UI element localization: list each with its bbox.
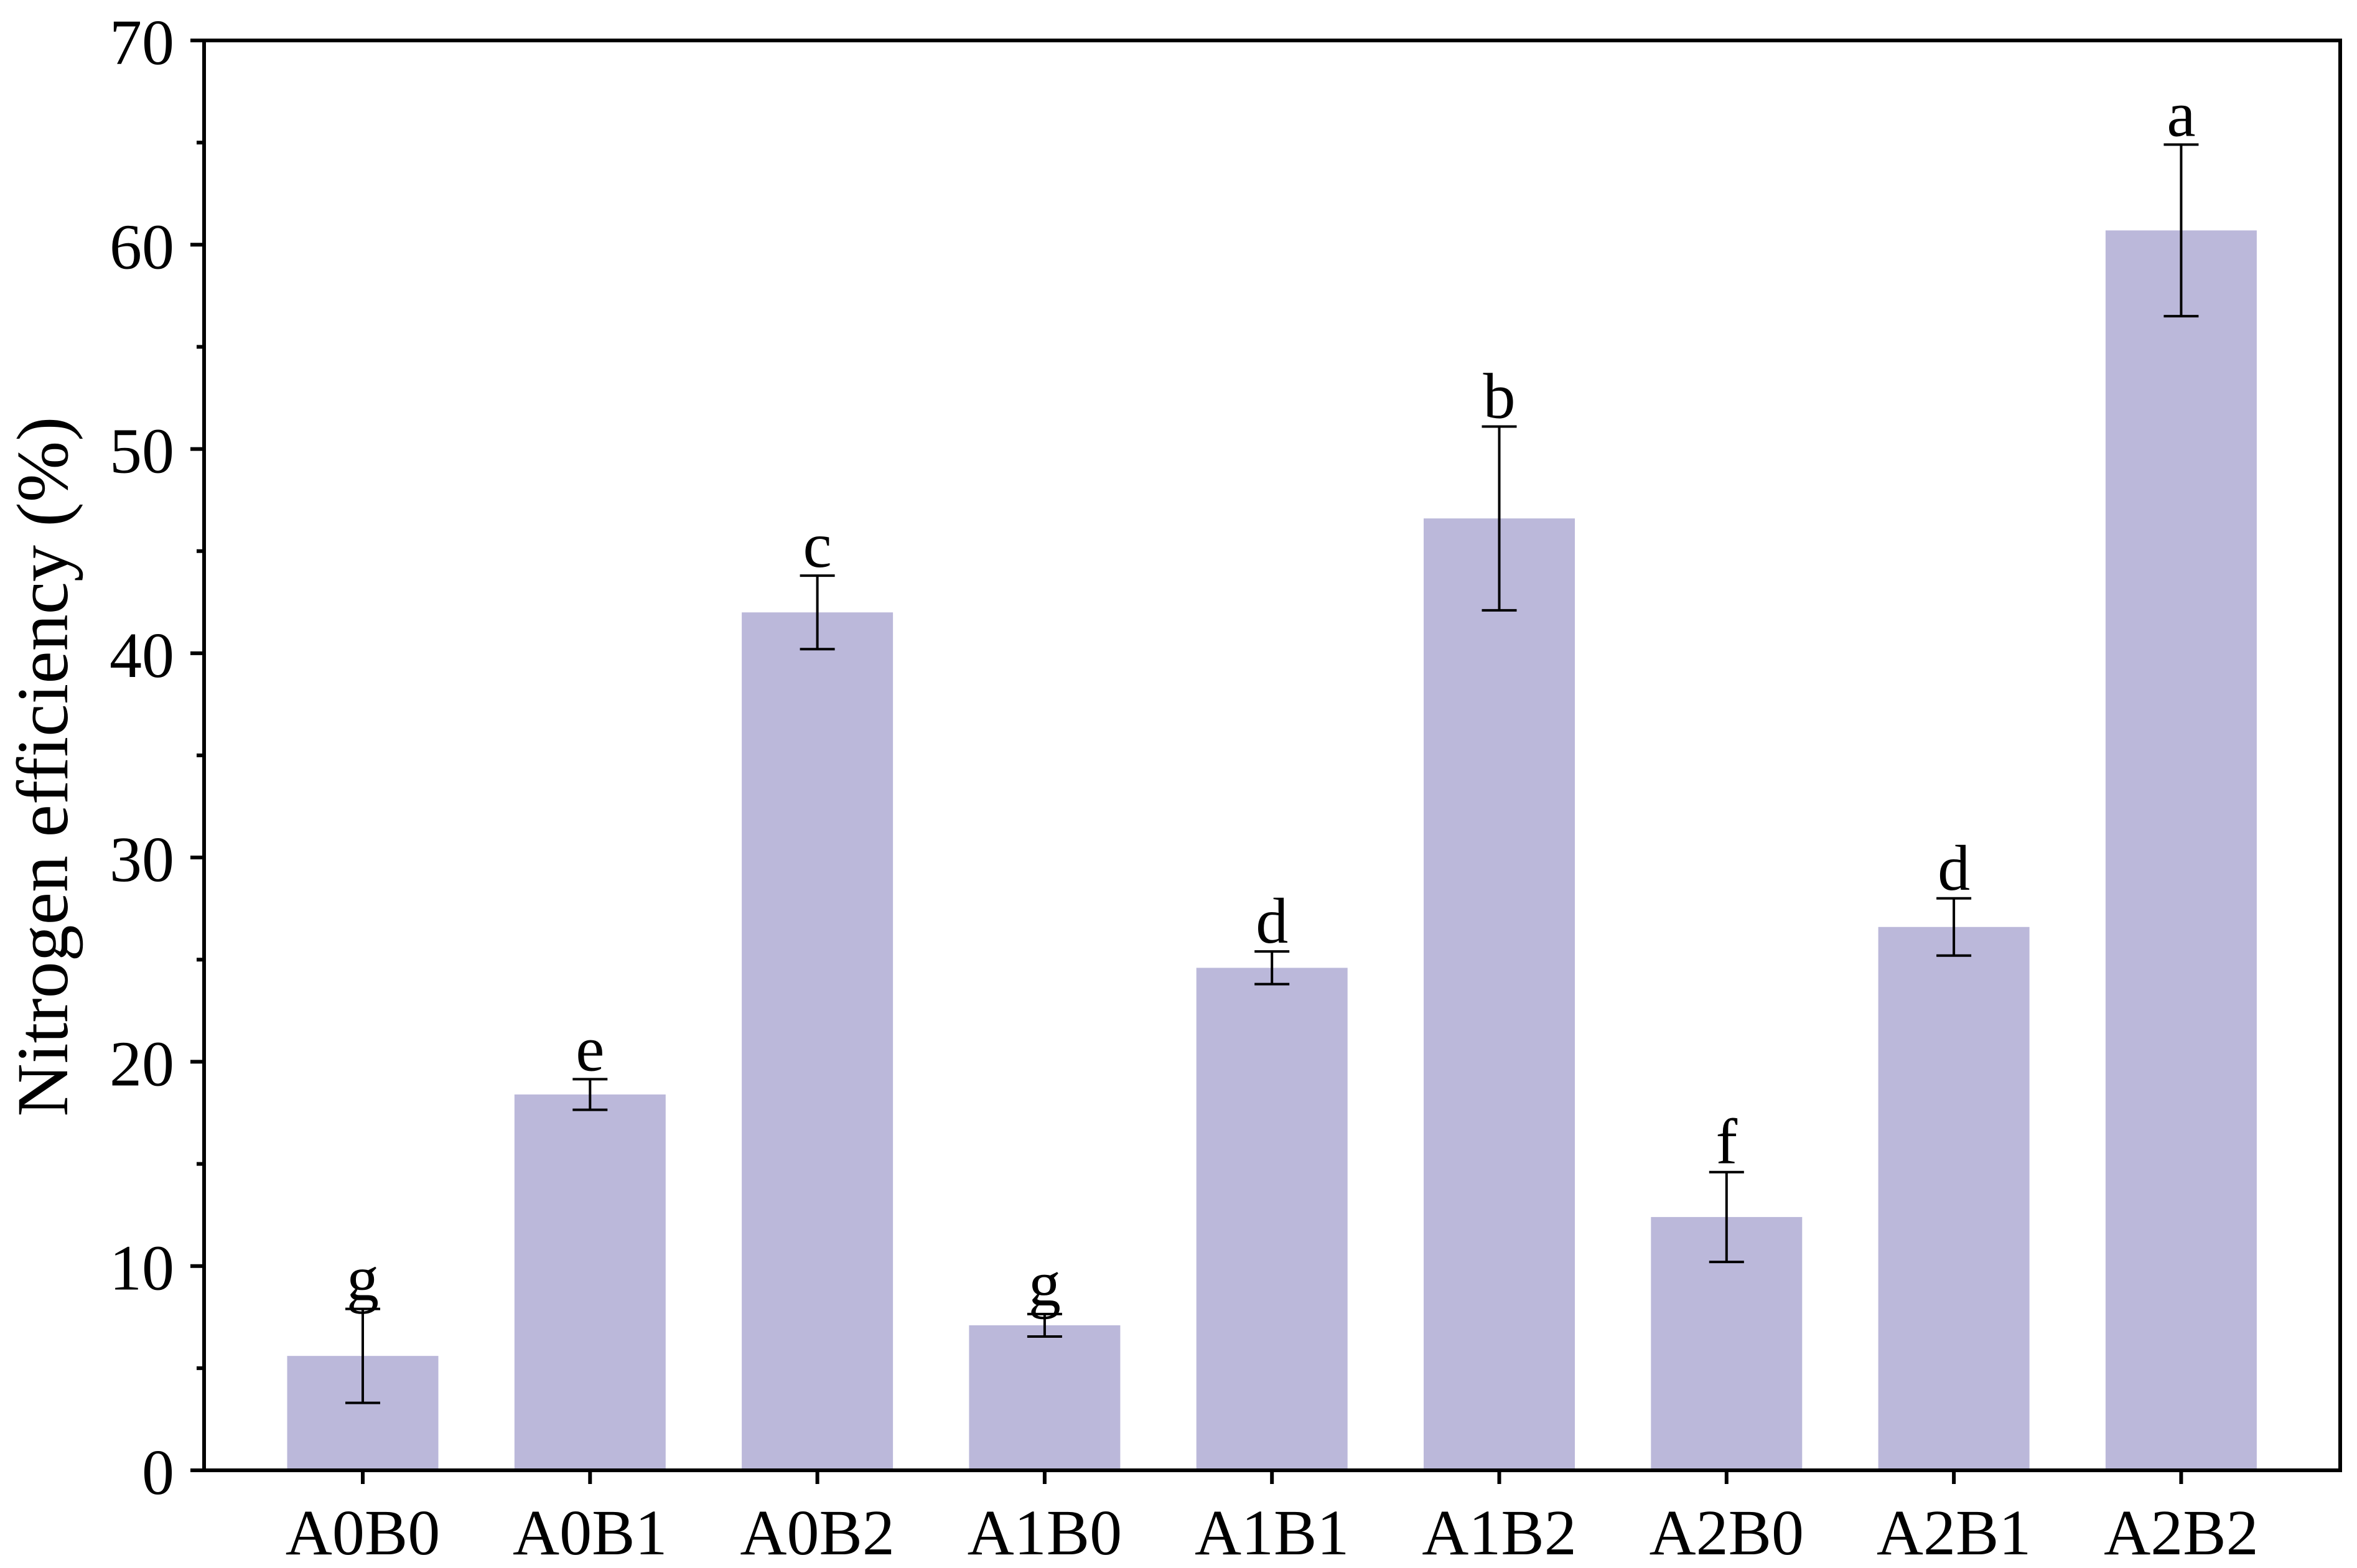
y-tick-label: 50 xyxy=(110,416,174,487)
x-tick-label: A2B1 xyxy=(1877,1497,2031,1568)
bars xyxy=(287,230,2257,1471)
significance-label: f xyxy=(1715,1106,1737,1178)
significance-label: g xyxy=(1029,1248,1061,1320)
significance-label: c xyxy=(803,510,832,581)
bar xyxy=(969,1325,1121,1470)
x-tick-label: A0B1 xyxy=(513,1497,667,1568)
bar xyxy=(1424,518,1575,1470)
significance-label: d xyxy=(1938,833,1970,904)
y-tick-label: 20 xyxy=(110,1028,174,1099)
y-tick-label: 10 xyxy=(110,1233,174,1304)
x-tick-label: A1B1 xyxy=(1195,1497,1349,1568)
x-tick-label: A0B2 xyxy=(740,1497,894,1568)
labels: g A0B0 e A0B1 c A0B2 g A1B0 d A1B1 b A1B2 f A2B0 d A2B1… xyxy=(286,78,2259,1568)
x-tick-label: A0B0 xyxy=(286,1497,440,1568)
x-tick-label: A2B0 xyxy=(1650,1497,1804,1568)
significance-label: g xyxy=(347,1243,379,1315)
bar xyxy=(1196,968,1348,1470)
x-tick-label: A1B2 xyxy=(1422,1497,1576,1568)
bar xyxy=(1878,926,2030,1470)
bar xyxy=(2105,230,2257,1471)
bar xyxy=(514,1094,666,1470)
y-tick-label: 60 xyxy=(110,211,174,282)
y-tick-label: 40 xyxy=(110,620,174,691)
significance-label: e xyxy=(576,1013,604,1085)
y-axis: 0 10 20 30 40 50 60 70 xyxy=(110,7,2183,1508)
error-bars xyxy=(345,143,2199,1404)
x-tick-label: A2B2 xyxy=(2104,1497,2258,1568)
y-axis-title: Nitrogen efficiency (%) xyxy=(2,417,83,1117)
significance-label: b xyxy=(1483,360,1516,432)
y-tick-label: 30 xyxy=(110,824,174,895)
bar xyxy=(742,612,894,1471)
significance-label: d xyxy=(1256,885,1288,957)
significance-label: a xyxy=(2167,78,2195,150)
plot-frame xyxy=(202,39,2342,1472)
y-tick-label: 70 xyxy=(110,7,174,78)
y-tick-label: 0 xyxy=(142,1437,174,1508)
x-tick-label: A1B0 xyxy=(968,1497,1122,1568)
